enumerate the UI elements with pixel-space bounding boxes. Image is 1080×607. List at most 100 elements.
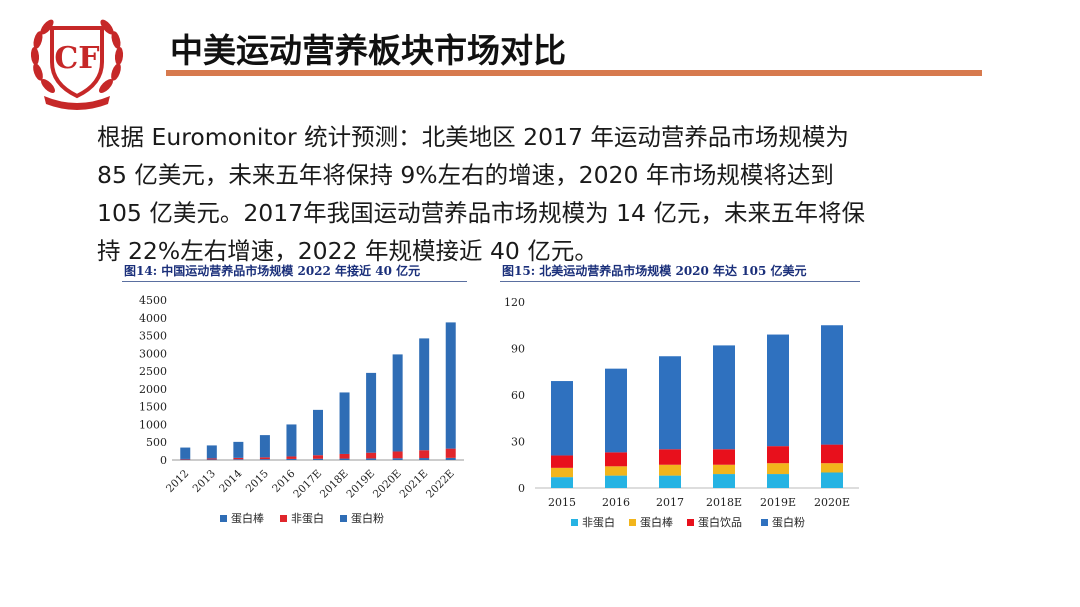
bar-蛋白饮品-2015 <box>551 455 573 468</box>
bar-蛋白饮品-2017 <box>659 449 681 465</box>
bar-蛋白粉-2015 <box>551 381 573 456</box>
y-tick-label: 90 <box>511 343 525 356</box>
bar-蛋白棒-2015 <box>551 467 573 478</box>
body-paragraph: 根据 Euromonitor 统计预测：北美地区 2017 年运动营养品市场规模… <box>97 118 977 270</box>
bar-蛋白棒-2012 <box>180 459 191 460</box>
legend-swatch-蛋白棒 <box>629 519 636 526</box>
x-tick-label: 2018E <box>318 468 351 501</box>
bar-蛋白粉-2019E <box>767 334 789 447</box>
bar-蛋白粉-2013 <box>206 445 217 459</box>
bar-蛋白粉-2019E <box>366 372 377 453</box>
y-tick-label: 120 <box>504 296 525 309</box>
chart-china-market: 4500 4000 3500 3000 2500 2000 1500 1000 500 02012… <box>139 294 464 525</box>
figure-15-caption-rule <box>500 281 860 282</box>
bar-非蛋白-2015 <box>259 457 270 460</box>
bar-蛋白粉-2018E <box>713 345 735 450</box>
legend-label: 蛋白粉 <box>772 515 805 529</box>
bar-蛋白棒-2016 <box>286 458 297 460</box>
bar-非蛋白-2018E <box>339 453 350 459</box>
legend-label: 蛋白粉 <box>351 511 384 525</box>
x-tick-label: 2017E <box>291 468 324 501</box>
figure-14-caption-rule <box>122 281 467 282</box>
x-tick-label: 2015 <box>244 468 271 495</box>
bar-蛋白粉-2014 <box>233 441 244 458</box>
x-tick-label: 2019E <box>344 468 377 501</box>
x-tick-label: 2018E <box>706 496 742 509</box>
legend-label: 非蛋白 <box>291 511 324 525</box>
bar-蛋白粉-2022E <box>445 322 456 449</box>
y-tick-label: 0 <box>160 454 167 467</box>
y-tick-label: 3000 <box>139 347 167 360</box>
bar-蛋白粉-2017 <box>659 356 681 450</box>
bar-蛋白粉-2020E <box>392 354 403 452</box>
y-tick-label: 4500 <box>139 294 167 307</box>
bar-非蛋白-2017E <box>313 455 323 459</box>
bar-非蛋白-2015 <box>551 477 573 488</box>
figure-14-caption: 图14: 中国运动营养品市场规模 2022 年接近 40 亿元 <box>124 264 421 278</box>
x-tick-label: 2016 <box>602 496 630 509</box>
figure-15-caption: 图15: 北美运动营养品市场规模 2020 年达 105 亿美元 <box>502 264 807 278</box>
bar-蛋白粉-2016 <box>605 368 627 453</box>
y-tick-label: 0 <box>518 482 525 495</box>
bar-蛋白粉-2016 <box>286 424 297 457</box>
bar-蛋白棒-2017E <box>313 458 323 460</box>
bar-非蛋白-2016 <box>605 475 627 488</box>
bar-蛋白粉-2012 <box>180 447 191 459</box>
bar-非蛋白-2016 <box>286 456 297 459</box>
bar-蛋白粉-2018E <box>339 392 350 454</box>
x-tick-label: 2014 <box>217 467 245 495</box>
bar-非蛋白-2019E <box>366 452 377 459</box>
legend-label: 蛋白棒 <box>640 515 673 529</box>
paragraph-line: 持 22%左右增速，2022 年规模接近 40 亿元。 <box>97 237 598 265</box>
y-tick-label: 2500 <box>139 365 167 378</box>
bar-蛋白粉-2015 <box>259 435 270 458</box>
y-tick-label: 2000 <box>139 383 167 396</box>
legend-swatch-蛋白粉 <box>761 519 768 526</box>
legend-label: 蛋白棒 <box>231 511 264 525</box>
bar-蛋白棒-2017 <box>659 464 681 476</box>
bar-蛋白饮品-2020E <box>821 444 843 464</box>
y-tick-label: 500 <box>146 436 167 449</box>
y-tick-label: 4000 <box>139 312 167 325</box>
bar-蛋白棒-2013 <box>206 459 217 460</box>
bar-蛋白粉-2020E <box>821 325 843 445</box>
page-title: 中美运动营养板块市场对比 <box>170 31 566 70</box>
bar-蛋白棒-2015 <box>259 459 270 460</box>
y-tick-label: 30 <box>511 436 525 449</box>
paragraph-line: 根据 Euromonitor 统计预测：北美地区 2017 年运动营养品市场规模… <box>97 123 849 151</box>
bar-蛋白棒-2022E <box>445 457 456 460</box>
legend-swatch-蛋白饮品 <box>687 519 694 526</box>
legend-swatch-蛋白粉 <box>340 515 347 522</box>
legend-swatch-非蛋白 <box>280 515 287 522</box>
y-tick-label: 1000 <box>139 418 167 431</box>
cf-logo: CF <box>30 19 124 110</box>
x-tick-label: 2015 <box>548 496 576 509</box>
bar-蛋白棒-2021E <box>419 458 430 460</box>
bar-蛋白粉-2017E <box>313 409 323 456</box>
bar-非蛋白-2012 <box>180 458 191 460</box>
bar-非蛋白-2022E <box>445 448 456 458</box>
bar-非蛋白-2017 <box>659 475 681 488</box>
title-underline <box>166 70 982 76</box>
legend-swatch-蛋白棒 <box>220 515 227 522</box>
bar-蛋白饮品-2016 <box>605 452 627 467</box>
bar-非蛋白-2013 <box>206 458 217 460</box>
bar-非蛋白-2020E <box>821 472 843 488</box>
logo-text: CF <box>54 41 99 76</box>
legend-swatch-非蛋白 <box>571 519 578 526</box>
x-tick-label: 2020E <box>814 496 850 509</box>
chart-north-america-market: 120 90 60 30 0 2015 2016 2017 2018E 2019E 2020E 非蛋白… <box>504 296 859 529</box>
bar-蛋白棒-2018E <box>339 458 350 460</box>
x-tick-label: 2020E <box>371 468 404 501</box>
bar-蛋白棒-2020E <box>392 458 403 460</box>
x-tick-label: 2017 <box>656 496 684 509</box>
bar-非蛋白-2018E <box>713 474 735 488</box>
bar-蛋白饮品-2018E <box>713 449 735 465</box>
y-tick-label: 3500 <box>139 330 167 343</box>
bar-蛋白棒-2016 <box>605 466 627 476</box>
bar-蛋白饮品-2019E <box>767 446 789 464</box>
bar-蛋白棒-2019E <box>767 463 789 475</box>
legend-label: 蛋白饮品 <box>698 515 742 529</box>
bar-非蛋白-2020E <box>392 451 403 459</box>
y-tick-label: 1500 <box>139 401 167 414</box>
